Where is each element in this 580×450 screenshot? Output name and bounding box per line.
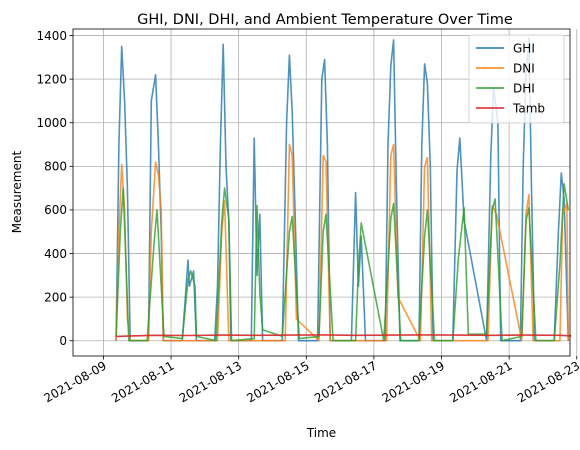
x-tick-label: 2021-08-15 (244, 358, 311, 405)
y-axis-ticks: 0 200 400 600 800 1000 1200 1400 (36, 29, 73, 348)
legend-label-tamb: Tamb (512, 101, 545, 115)
y-tick-label: 600 (44, 203, 67, 217)
x-axis-label: Time (306, 426, 336, 440)
legend-label-dhi: DHI (513, 81, 535, 95)
plot-area-frame (72, 28, 571, 357)
y-tick-label: 1200 (36, 72, 67, 86)
legend-box (468, 34, 565, 124)
x-axis-ticks: 2021-08-09 2021-08-11 2021-08-13 2021-08-15… (42, 356, 580, 405)
x-tick-label: 2021-08-11 (109, 358, 176, 405)
legend: GHI DNI DHI Tamb (468, 34, 565, 124)
series-line-dni (115, 143, 570, 342)
chart-title: GHI, DNI, DHI, and Ambient Temperature O… (137, 12, 513, 28)
y-axis-label: Measurement (10, 151, 24, 234)
series-line-tamb (116, 334, 572, 338)
x-tick-label: 2021-08-19 (380, 358, 447, 405)
y-tick-label: 1400 (36, 29, 67, 43)
x-tick-label: 2021-08-23 (515, 358, 580, 405)
x-tick-label: 2021-08-09 (42, 358, 109, 405)
x-tick-label: 2021-08-21 (447, 358, 514, 405)
y-tick-label: 0 (59, 334, 67, 348)
series-line-dhi (115, 183, 570, 342)
y-tick-label: 200 (44, 290, 67, 304)
y-tick-label: 400 (44, 247, 67, 261)
x-tick-label: 2021-08-17 (312, 358, 379, 405)
y-tick-label: 1000 (36, 116, 67, 130)
x-tick-label: 2021-08-13 (177, 358, 244, 405)
legend-label-dni: DNI (513, 61, 535, 75)
y-tick-label: 800 (44, 160, 67, 174)
legend-label-ghi: GHI (513, 41, 535, 55)
